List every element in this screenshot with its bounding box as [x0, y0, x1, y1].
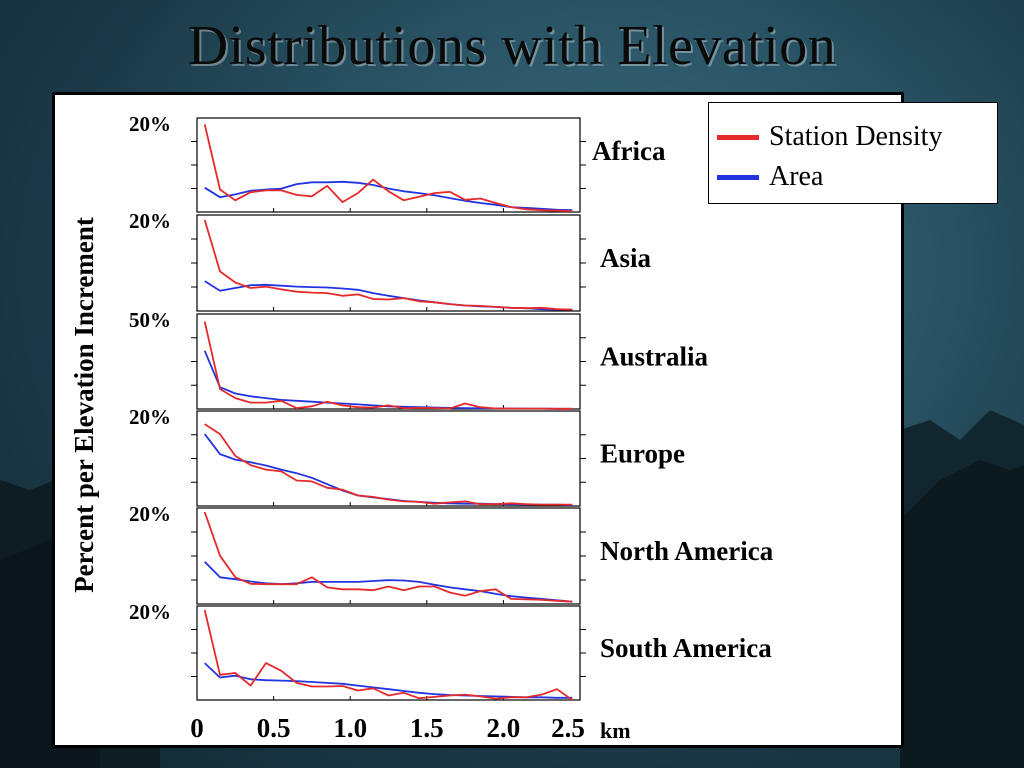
x-axis-unit-label: km: [600, 718, 631, 743]
legend-entry-station-density: Station Density: [717, 119, 942, 155]
y-axis-label: Percent per Elevation Increment: [69, 217, 99, 593]
series-line-station-density-australia: [203, 321, 573, 410]
series-line-area-south-america: [204, 662, 573, 699]
series-line-station-density-europe: [204, 423, 573, 506]
region-label-asia: Asia: [600, 243, 652, 273]
legend-entry-area: Area: [717, 159, 823, 195]
x-tick-label: 0.5: [257, 713, 291, 743]
y-max-label-north-america: 20%: [129, 502, 171, 526]
legend-label-station-density: Station Density: [769, 121, 943, 152]
series-line-station-density-south-america: [203, 609, 573, 701]
plot-frame-north-america: [196, 507, 581, 605]
legend-label-area: Area: [769, 161, 824, 192]
legend-swatch-station-density: [717, 134, 759, 140]
legend: Station Density Area: [708, 102, 998, 204]
x-tick-label: 2.0: [487, 713, 521, 743]
series-line-area-asia: [204, 280, 573, 311]
series-line-station-density-africa: [203, 124, 573, 212]
plot-frame-australia: [196, 313, 581, 410]
series-line-station-density-north-america: [203, 511, 573, 603]
series-line-area-africa: [204, 180, 573, 212]
x-tick-label: 1.5: [410, 713, 444, 743]
series-line-area-australia: [203, 350, 573, 410]
slide-title: Distributions with Elevation: [187, 15, 837, 77]
plot-frame-south-america: [196, 605, 581, 701]
y-max-label-europe: 20%: [129, 405, 171, 429]
region-label-australia: Australia: [600, 342, 709, 372]
region-label-south-america: South America: [600, 633, 772, 663]
series-line-area-north-america: [204, 561, 573, 603]
region-label-north-america: North America: [600, 536, 774, 566]
plot-frame-africa: [196, 117, 581, 213]
y-max-label-asia: 20%: [129, 209, 171, 233]
series-line-area-europe: [203, 433, 573, 506]
x-tick-label: 0: [190, 713, 204, 743]
x-tick-label: 2.5: [551, 713, 585, 743]
y-max-label-south-america: 20%: [129, 600, 171, 624]
x-tick-label: 1.0: [333, 713, 367, 743]
plot-frame-europe: [196, 410, 581, 507]
legend-swatch-area: [717, 174, 759, 180]
y-max-label-africa: 20%: [129, 112, 171, 136]
region-label-europe: Europe: [600, 439, 685, 469]
series-line-station-density-asia: [203, 219, 573, 311]
y-max-label-australia: 50%: [129, 308, 171, 332]
region-label-africa: Africa: [592, 136, 666, 166]
